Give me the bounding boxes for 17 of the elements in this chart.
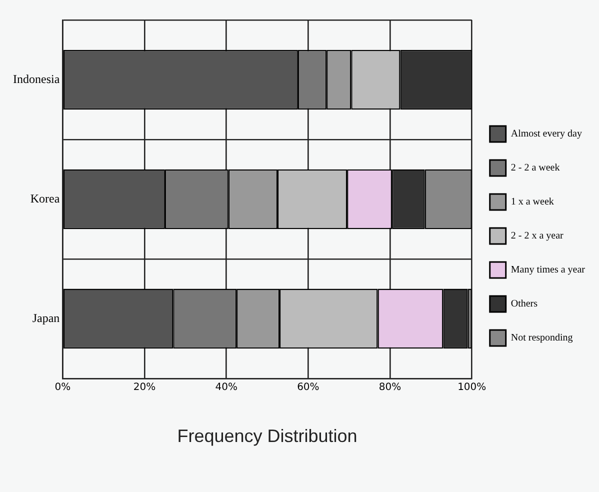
legend-label: 1 x a week <box>510 196 554 208</box>
x-tick-label: 80% <box>378 382 402 393</box>
y-tick-label: Indonesia <box>12 72 60 86</box>
legend-label: Others <box>510 298 538 310</box>
y-tick-label: Japan <box>32 310 60 325</box>
x-tick-label: 0% <box>54 382 71 393</box>
x-tick-label: 20% <box>133 382 156 393</box>
x-tick-label: 100% <box>458 382 486 393</box>
legend-label: 2 - 2 x a year <box>510 230 564 242</box>
legend-label: Almost every day <box>510 128 582 140</box>
x-tick-label: 60% <box>297 382 320 393</box>
legend-label: 2 - 2 a week <box>510 162 560 174</box>
x-axis-title: Frequency Distribution <box>177 426 358 446</box>
x-tick-label: 40% <box>215 382 238 393</box>
y-tick-label: Korea <box>30 191 60 206</box>
legend-label: Not responding <box>510 332 573 344</box>
legend-label: Many times a year <box>510 264 586 276</box>
